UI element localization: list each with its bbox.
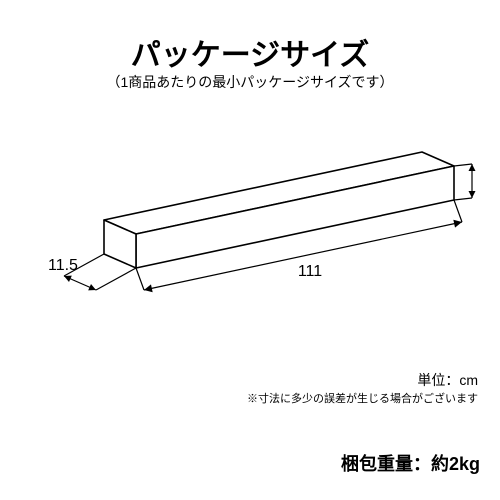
weight-label: 梱包重量：約2kg xyxy=(341,450,480,476)
page-title: パッケージサイズ xyxy=(0,30,500,74)
svg-text:111: 111 xyxy=(298,263,322,280)
subtitle: （1商品あたりの最小パッケージサイズです） xyxy=(0,72,500,92)
unit-label: 単位：cm xyxy=(417,370,478,390)
svg-text:11.5: 11.5 xyxy=(48,257,78,274)
tolerance-note: ※寸法に多少の誤差が生じる場合がございます xyxy=(247,390,478,406)
package-diagram: 11111.58.5 xyxy=(40,110,480,360)
